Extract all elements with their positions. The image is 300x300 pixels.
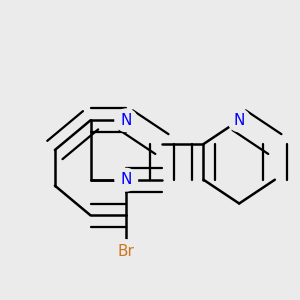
Circle shape [115,240,137,262]
Text: Br: Br [118,244,135,259]
Circle shape [228,109,250,132]
Circle shape [115,168,137,191]
Text: N: N [121,113,132,128]
Text: N: N [121,172,132,187]
Circle shape [115,109,137,132]
Text: N: N [233,113,245,128]
